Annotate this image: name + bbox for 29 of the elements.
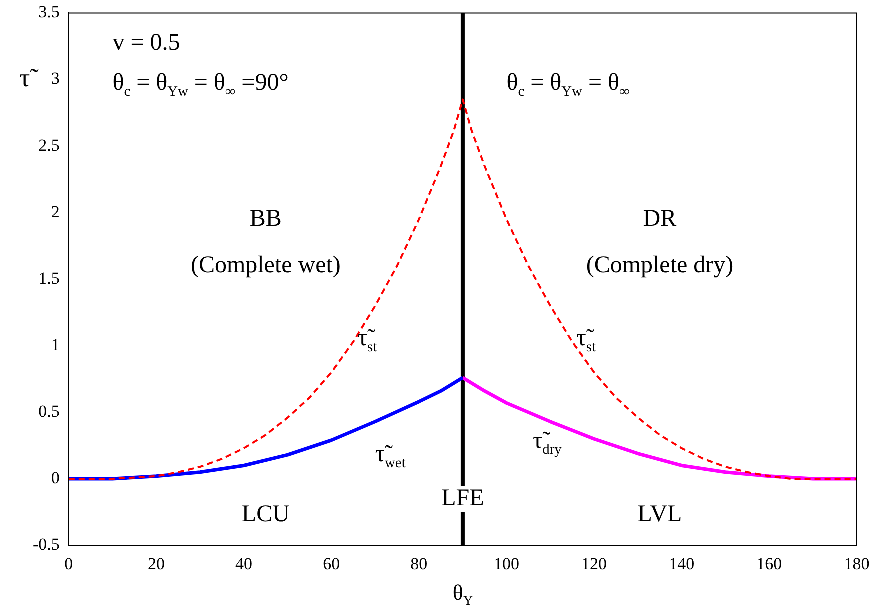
y-tick-label: 3.5 bbox=[38, 2, 60, 22]
y-tick-label: -0.5 bbox=[32, 535, 60, 554]
annotation: (Complete dry) bbox=[586, 252, 734, 278]
x-tick-label: 0 bbox=[64, 554, 74, 574]
y-tick-label: 1 bbox=[51, 335, 60, 354]
annotation: LCU bbox=[242, 501, 290, 528]
x-tick-label: 140 bbox=[669, 554, 695, 574]
y-tick-label: 0.5 bbox=[38, 402, 60, 421]
y-axis-title: τ̃ bbox=[20, 64, 40, 93]
y-tick-label: 0 bbox=[51, 468, 60, 488]
x-tick-label: 80 bbox=[410, 554, 428, 574]
y-tick-label: 3 bbox=[51, 69, 60, 88]
x-tick-label: 120 bbox=[582, 554, 608, 574]
annotation: LFE bbox=[442, 485, 484, 512]
y-tick-label: 1.5 bbox=[38, 268, 60, 288]
y-tick-label: 2.5 bbox=[38, 136, 60, 155]
x-tick-label: 40 bbox=[236, 554, 253, 574]
annotation: DR bbox=[643, 206, 677, 232]
x-tick-label: 160 bbox=[756, 554, 782, 574]
annotation: (Complete wet) bbox=[190, 252, 341, 278]
x-tick-label: 100 bbox=[494, 554, 520, 574]
annotation: v = 0.5 bbox=[112, 30, 180, 56]
line-series bbox=[68, 98, 857, 480]
x-tick-label: 60 bbox=[323, 554, 340, 574]
annotation: BB bbox=[250, 206, 282, 232]
y-tick-label: 2 bbox=[51, 202, 60, 222]
x-tick-label: 20 bbox=[148, 554, 165, 574]
x-tick-label: 180 bbox=[844, 554, 870, 574]
annotation: LVL bbox=[638, 501, 682, 528]
